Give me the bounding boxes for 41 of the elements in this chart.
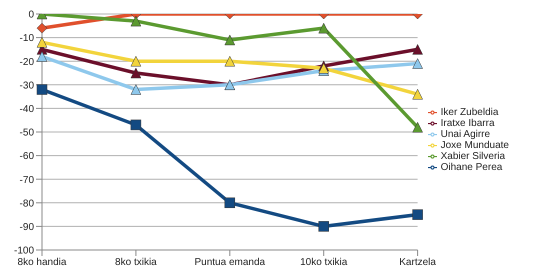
point — [318, 22, 329, 34]
point — [412, 58, 423, 69]
y-tick-label: -80 — [20, 198, 34, 210]
point — [224, 34, 236, 46]
point — [36, 37, 48, 48]
y-tick-label: 0 — [28, 10, 34, 21]
legend-label: Iker Zubeldia — [440, 107, 498, 118]
legend-label: Iratxe Ibarra — [440, 118, 495, 129]
point — [412, 209, 423, 220]
point — [36, 22, 48, 34]
y-tick-label: -100 — [14, 246, 34, 257]
point — [224, 56, 236, 66]
legend-label: Joxe Munduate — [440, 140, 509, 151]
point — [412, 88, 423, 100]
y-tick-label: -60 — [20, 151, 34, 162]
legend-label: Oihane Perea — [440, 162, 502, 173]
x-tick-label: 10ko txikia — [300, 257, 348, 268]
point — [412, 44, 423, 55]
point — [130, 16, 142, 26]
y-tick-label: -10 — [20, 33, 34, 44]
point — [224, 198, 236, 208]
y-tick-label: -90 — [20, 222, 34, 233]
y-tick-label: -40 — [20, 104, 34, 115]
y-tick-label: -20 — [20, 56, 34, 68]
point — [130, 68, 142, 78]
x-tick-label: 8ko txikia — [115, 257, 158, 268]
point — [130, 56, 142, 66]
legend-label: Xabier Silveria — [440, 151, 506, 162]
point — [318, 221, 329, 232]
point — [412, 122, 423, 133]
point — [36, 84, 48, 95]
point — [130, 84, 142, 95]
legend-label: Unai Agirre — [440, 129, 490, 140]
y-tick-label: -70 — [20, 174, 34, 186]
x-tick-label: Kartzela — [399, 257, 436, 268]
point — [130, 120, 142, 130]
y-tick-label: -30 — [20, 80, 34, 92]
x-tick-label: 8ko handia — [18, 257, 67, 268]
y-tick-label: -50 — [20, 128, 34, 139]
point — [36, 51, 48, 62]
x-tick-label: Puntua emanda — [194, 257, 266, 268]
